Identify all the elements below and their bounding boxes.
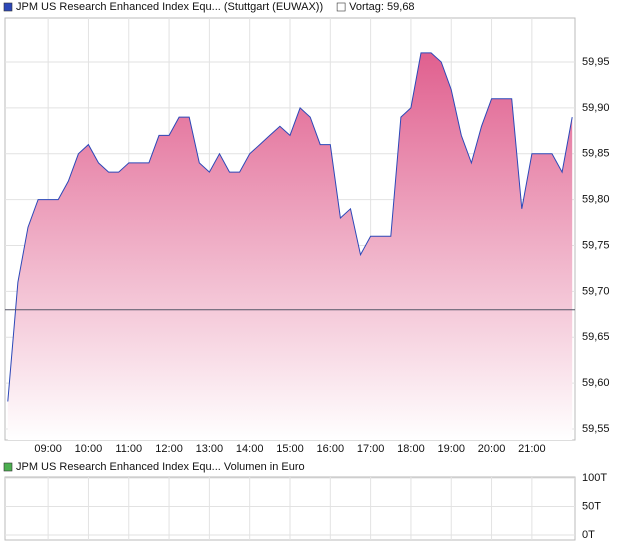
x-tick-label: 12:00: [155, 443, 183, 455]
x-tick-label: 17:00: [357, 443, 385, 455]
x-tick-label: 16:00: [317, 443, 345, 455]
y-tick-label: 59,70: [582, 285, 610, 297]
legend-swatch: [336, 2, 346, 12]
y-tick-label: 59,95: [582, 56, 610, 68]
y-tick-label: 100T: [582, 472, 607, 484]
y-tick-label: 59,60: [582, 377, 610, 389]
legend-swatch: [3, 462, 13, 472]
y-tick-label: 59,80: [582, 194, 610, 206]
y-tick-label: 59,75: [582, 239, 610, 251]
x-tick-label: 14:00: [236, 443, 264, 455]
x-tick-label: 21:00: [518, 443, 546, 455]
y-tick-label: 59,65: [582, 331, 610, 343]
legend-label: JPM US Research Enhanced Index Equ... Vo…: [16, 461, 305, 473]
y-tick-label: 59,85: [582, 148, 610, 160]
x-tick-label: 13:00: [196, 443, 224, 455]
x-tick-label: 11:00: [115, 443, 142, 455]
x-tick-label: 09:00: [34, 443, 62, 455]
line: [7, 52, 573, 402]
legend-label: JPM US Research Enhanced Index Equ... (S…: [16, 1, 323, 13]
legend-swatch: [3, 2, 13, 12]
y-tick-label: 50T: [582, 500, 601, 512]
y-tick-label: 0T: [582, 529, 595, 541]
y-tick-label: 59,90: [582, 102, 610, 114]
area: [7, 52, 573, 441]
x-tick-label: 10:00: [75, 443, 103, 455]
x-tick-label: 15:00: [276, 443, 304, 455]
y-tick-label: 59,55: [582, 423, 610, 435]
legend-label: Vortag: 59,68: [349, 1, 414, 13]
x-tick-label: 19:00: [437, 443, 465, 455]
x-tick-label: 20:00: [478, 443, 506, 455]
x-tick-label: 18:00: [397, 443, 425, 455]
